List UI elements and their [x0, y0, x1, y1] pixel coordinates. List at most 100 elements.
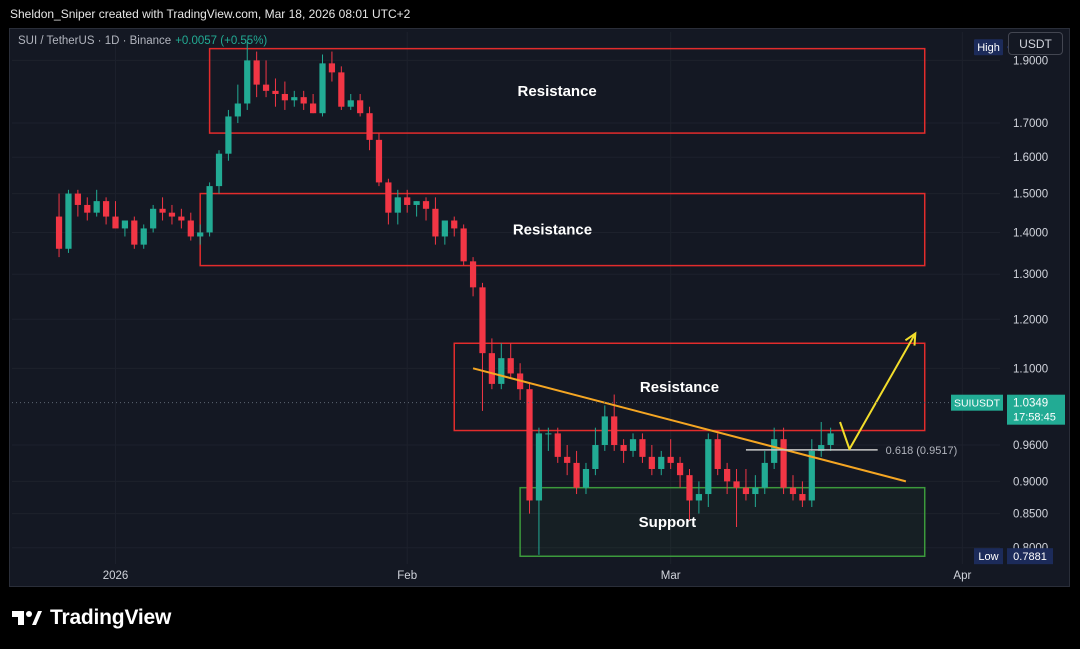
candle-body [564, 456, 571, 463]
candle-body [394, 197, 401, 213]
resistance-zone [453, 342, 926, 432]
candle-body [347, 100, 354, 107]
candle-body [244, 60, 251, 104]
projection-arrowhead [904, 331, 917, 346]
candle-body [300, 97, 307, 104]
candle-body [225, 116, 232, 154]
y-tick-label: 0.8500 [1013, 509, 1048, 521]
currency-button[interactable]: USDT [1008, 32, 1063, 55]
low-value-text: 0.7881 [1013, 551, 1047, 563]
resistance-zone [208, 47, 926, 134]
candle-body [74, 193, 81, 205]
y-tick-label: 0.9600 [1013, 440, 1048, 452]
symbol-name: SUI / TetherUS · 1D · Binance [18, 35, 172, 47]
x-tick-label: 2026 [103, 570, 129, 582]
low-value-badge [1007, 548, 1053, 565]
high-badge [974, 39, 1003, 56]
support-label: Support [639, 514, 697, 531]
candle-body [291, 97, 298, 101]
y-tick-label: 1.1000 [1013, 363, 1048, 375]
y-tick-label: 1.3000 [1013, 269, 1048, 281]
candle-body [658, 456, 665, 469]
tradingview-logo[interactable]: TradingView [12, 606, 171, 630]
candle-body [695, 494, 703, 501]
attribution-text: Sheldon_Sniper created with TradingView.… [10, 7, 411, 21]
candle-body [357, 100, 364, 114]
candle-body [592, 445, 599, 469]
candle-body [262, 84, 270, 91]
projection-path [839, 333, 917, 451]
candle-body [714, 439, 721, 469]
candles-layer [55, 40, 834, 555]
candle-body [601, 416, 608, 446]
candle-body [178, 216, 185, 221]
y-tick-label: 0.9000 [1013, 476, 1048, 488]
candle-body [422, 201, 430, 209]
candle-body [827, 433, 834, 446]
candle-body [432, 208, 439, 237]
countdown-text: 17:58:45 [1013, 412, 1056, 424]
candle-body [554, 433, 561, 457]
candle-body [573, 462, 580, 488]
candle-body [498, 358, 505, 384]
candle-body [413, 201, 420, 205]
symbol-badge [951, 394, 1003, 411]
candle-body [150, 208, 157, 229]
candle-body [385, 182, 392, 213]
candle-body [112, 216, 119, 229]
candle-body [676, 462, 684, 476]
candle-body [620, 445, 627, 451]
candle-body [733, 481, 740, 488]
support-zone [519, 486, 926, 558]
symbol-legend[interactable]: SUI / TetherUS · 1D · Binance +0.0057 (+0… [18, 35, 267, 47]
candle-body [159, 208, 166, 213]
low-badge [974, 548, 1003, 565]
trendline [472, 367, 907, 483]
overlay-layer: 0.618 (0.9517) [12, 331, 1000, 483]
candle-body [742, 487, 750, 495]
candle-body [121, 220, 129, 229]
candle-body [375, 139, 383, 183]
fib-label: 0.618 (0.9517) [886, 445, 958, 457]
last-price-badge [1007, 394, 1065, 425]
y-tick-label: 1.9000 [1013, 55, 1048, 67]
candle-body [338, 72, 345, 107]
candle-body [488, 353, 495, 384]
candle-body [187, 220, 194, 237]
candle-body [818, 445, 825, 451]
x-tick-label: Apr [953, 570, 971, 582]
candle-body [272, 90, 279, 94]
candle-body [93, 201, 100, 213]
candle-body [535, 433, 543, 501]
candle-body [140, 228, 147, 245]
candle-body [404, 197, 411, 205]
candle-body [131, 220, 138, 245]
candle-body [724, 468, 731, 482]
high-badge-label: High [977, 42, 1000, 54]
candle-body [526, 389, 533, 501]
candle-body [168, 212, 176, 217]
candle-body [667, 456, 674, 463]
candle-body [234, 103, 241, 117]
price-change: +0.0057 (+0.55%) [175, 35, 268, 47]
candle-body [479, 287, 486, 354]
candle-body [780, 439, 787, 488]
resistance-label: Resistance [518, 83, 597, 100]
y-tick-label: 1.5000 [1013, 189, 1048, 201]
candle-body [686, 475, 693, 501]
candle-body [771, 439, 778, 463]
y-tick-label: 1.6000 [1013, 152, 1048, 164]
candle-body [639, 439, 646, 457]
candle-body [366, 113, 373, 140]
resistance-label: Resistance [640, 379, 719, 396]
candle-body [752, 487, 759, 495]
candle-body [197, 232, 204, 237]
candle-body [761, 462, 768, 488]
low-badge-label: Low [978, 551, 998, 563]
y-tick-label: 1.2000 [1013, 314, 1048, 326]
candle-body [309, 103, 317, 114]
candle-body [705, 439, 712, 495]
y-tick-label: 1.7000 [1013, 118, 1048, 130]
candle-body [799, 494, 806, 501]
